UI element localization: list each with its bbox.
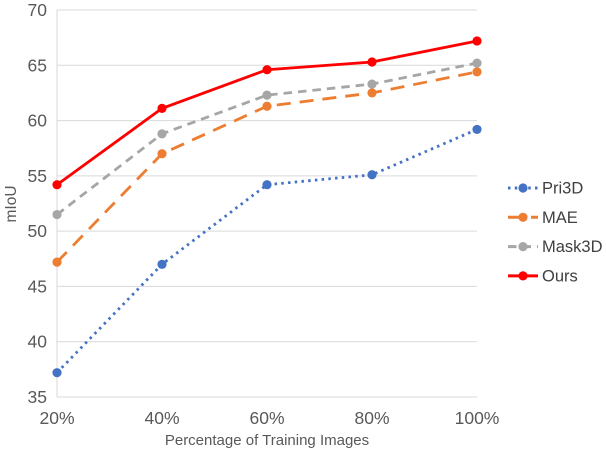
x-tick-label-80: 80% [354, 408, 389, 428]
y-axis-title: mIoU [3, 185, 20, 222]
legend: Pri3D MAE Mask3D Ours [508, 180, 603, 285]
series-line-ours [56, 39, 478, 186]
y-tick-label-50: 50 [28, 221, 48, 241]
marker-pri3d-40 [157, 259, 167, 269]
legend-label-pri3d: Pri3D [542, 180, 583, 198]
marker-pri3d-60 [262, 180, 272, 190]
legend-label-mae: MAE [542, 209, 578, 227]
x-tick-label-40: 40% [144, 408, 179, 428]
marker-mae-80 [367, 88, 377, 98]
marker-mask3d-80 [367, 79, 377, 89]
series-line-pri3d [55, 128, 478, 374]
marker-pri3d-80 [367, 170, 377, 180]
legend-marker-ours [518, 271, 528, 281]
y-tick-label-40: 40 [28, 332, 48, 352]
legend-marker-mask3d [518, 242, 528, 252]
x-tick-label-20: 20% [39, 408, 74, 428]
legend-item-ours: Ours [508, 267, 578, 285]
marker-mae-100 [472, 67, 482, 77]
y-tick-label-45: 45 [28, 276, 47, 296]
marker-mask3d-40 [157, 129, 167, 139]
marker-ours-60 [262, 65, 272, 75]
marker-mae-60 [262, 101, 272, 111]
x-tick-label-100: 100% [455, 408, 500, 428]
legend-marker-pri3d [518, 183, 528, 193]
y-tick-label-35: 35 [28, 387, 47, 407]
legend-label-ours: Ours [542, 267, 578, 285]
marker-ours-40 [157, 103, 167, 114]
x-tick-label-60: 60% [249, 408, 284, 428]
y-tick-label-70: 70 [28, 0, 48, 20]
legend-item-pri3d: Pri3D [508, 180, 583, 198]
marker-mask3d-60 [262, 90, 272, 100]
marker-ours-20 [52, 180, 62, 190]
x-axis-title: Percentage of Training Images [165, 432, 369, 449]
legend-marker-mae [518, 212, 528, 222]
y-tick-label-55: 55 [28, 166, 47, 186]
marker-mask3d-100 [472, 58, 482, 68]
legend-label-mask3d: Mask3D [542, 238, 603, 256]
marker-pri3d-20 [52, 368, 62, 378]
marker-mae-20 [52, 257, 62, 267]
y-tick-label-60: 60 [28, 111, 48, 131]
series-line-mask3d [56, 61, 478, 216]
legend-item-mask3d: Mask3D [508, 238, 603, 256]
y-tick-label-65: 65 [28, 55, 47, 75]
marker-mask3d-20 [52, 209, 62, 220]
marker-ours-80 [367, 57, 377, 67]
marker-pri3d-100 [472, 124, 482, 135]
marker-ours-100 [472, 36, 482, 46]
legend-item-mae: MAE [508, 209, 578, 227]
marker-mae-40 [157, 149, 167, 159]
